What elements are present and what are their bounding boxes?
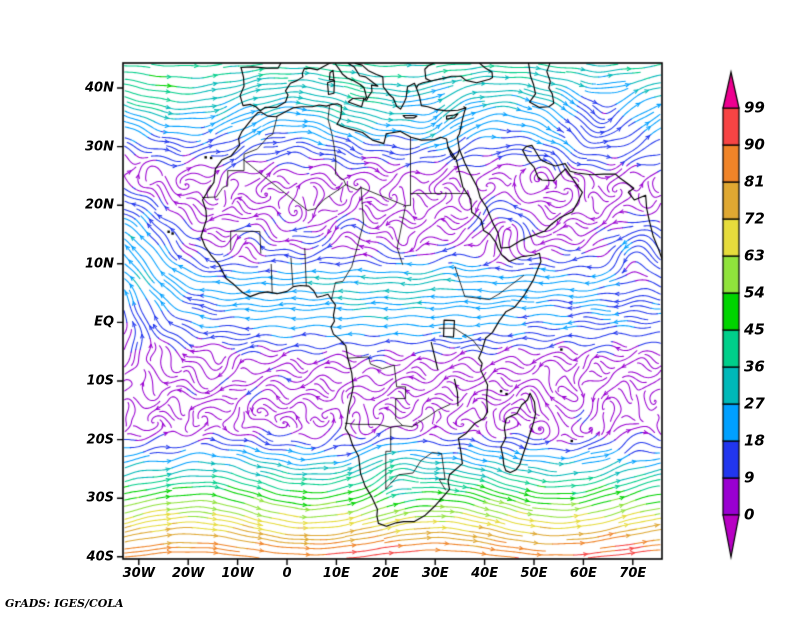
x-tick-label: 30E — [421, 566, 449, 581]
x-tick-label: 50E — [520, 566, 548, 581]
y-tick-label: 30S — [86, 490, 114, 506]
colorbar-tick-label: 54 — [744, 283, 765, 302]
colorbar-tick-label: 0 — [744, 505, 755, 524]
y-tick-label: 20S — [86, 432, 114, 448]
x-tick-label: 20W — [171, 566, 205, 581]
colorbar-tick-label: 45 — [744, 320, 765, 339]
y-tick-label: 40N — [85, 80, 114, 96]
colorbar-tick-label: 72 — [744, 209, 765, 228]
x-tick-label: 10W — [221, 566, 254, 581]
y-tick-label: EQ — [94, 314, 114, 330]
x-tick-label: 10E — [322, 566, 350, 581]
y-tick-label: 30N — [85, 139, 114, 155]
y-tick-label: 40S — [86, 549, 114, 565]
x-tick-label: 40E — [471, 566, 499, 581]
y-tick-label: 10S — [86, 373, 114, 389]
colorbar-tick-label: 90 — [744, 135, 765, 154]
x-tick-label: 20E — [372, 566, 400, 581]
colorbar-tick-label: 18 — [744, 431, 765, 450]
colorbar-tick-label: 63 — [744, 246, 765, 265]
x-tick-label: 60E — [569, 566, 597, 581]
colorbar-tick-label: 99 — [744, 98, 765, 117]
colorbar-tick-label: 36 — [744, 357, 765, 376]
colorbar-tick-label: 81 — [744, 172, 765, 191]
x-tick-label: 70E — [619, 566, 647, 581]
y-tick-label: 10N — [85, 256, 114, 272]
colorbar-tick-label: 27 — [744, 394, 765, 413]
y-tick-label: 20N — [85, 197, 114, 213]
x-tick-label: 30W — [122, 566, 156, 581]
colorbar-tick-label: 9 — [744, 468, 755, 487]
x-tick-label: 0 — [282, 566, 292, 581]
credit-text: GrADS: IGES/COLA — [5, 597, 124, 610]
